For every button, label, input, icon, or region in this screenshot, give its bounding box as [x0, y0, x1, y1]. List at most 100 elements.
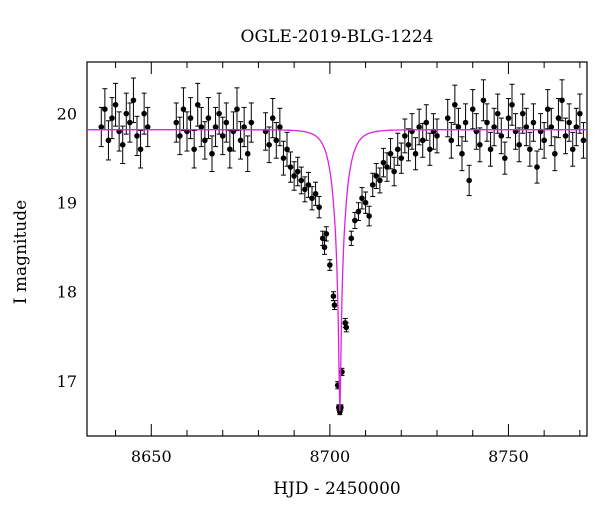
- data-point: [237, 137, 244, 144]
- data-point: [244, 150, 251, 157]
- data-point: [380, 159, 387, 166]
- data-point: [273, 137, 280, 144]
- data-point: [209, 150, 215, 157]
- data-points: [98, 97, 587, 415]
- data-point: [502, 155, 508, 161]
- data-point: [552, 150, 558, 157]
- x-tick-label: 8700: [309, 447, 350, 466]
- data-point: [177, 133, 183, 139]
- data-point: [234, 106, 240, 112]
- data-point: [494, 110, 501, 117]
- data-point: [427, 146, 433, 153]
- model-curve: [87, 129, 587, 412]
- data-point: [573, 124, 580, 130]
- data-point: [555, 115, 562, 121]
- data-point: [112, 101, 119, 108]
- x-tick-label: 8750: [488, 447, 529, 466]
- data-point: [216, 110, 222, 117]
- x-tick-label: 8650: [131, 447, 172, 466]
- data-point: [191, 146, 197, 153]
- data-point: [434, 133, 440, 139]
- data-point: [362, 199, 369, 206]
- axis-ticks: [115, 62, 581, 436]
- data-point: [352, 217, 358, 224]
- data-point: [419, 137, 426, 144]
- data-point: [491, 124, 497, 130]
- data-point: [477, 142, 483, 148]
- plot-frame: [86, 61, 588, 437]
- data-point: [294, 168, 301, 175]
- data-point: [291, 173, 297, 179]
- data-point: [459, 150, 465, 157]
- data-point: [198, 124, 205, 130]
- data-point: [444, 115, 451, 121]
- data-point: [519, 110, 526, 117]
- data-point: [180, 106, 187, 112]
- data-point: [544, 106, 551, 112]
- data-point: [498, 133, 505, 139]
- data-point: [266, 142, 272, 148]
- data-point: [448, 137, 455, 144]
- data-point: [248, 119, 255, 126]
- data-point: [469, 106, 476, 112]
- data-point: [355, 208, 362, 215]
- data-point: [298, 177, 305, 184]
- data-point: [223, 119, 230, 126]
- data-point: [323, 231, 330, 237]
- data-point: [280, 155, 287, 161]
- data-point: [359, 195, 365, 202]
- data-point: [580, 137, 587, 144]
- data-point: [137, 146, 144, 153]
- data-point: [330, 293, 337, 299]
- data-point: [316, 204, 322, 210]
- data-point: [287, 164, 294, 170]
- data-point: [343, 324, 350, 331]
- axis-tick-labels: 8650 8700 8750 17 18 19 20: [57, 105, 529, 466]
- data-point: [134, 133, 140, 139]
- data-point: [241, 124, 247, 130]
- error-bars: [98, 77, 586, 416]
- data-point: [312, 190, 319, 197]
- y-axis-label: I magnitude: [11, 200, 31, 304]
- y-tick-label: 17: [57, 372, 77, 391]
- data-point: [98, 124, 105, 130]
- data-point: [327, 262, 333, 268]
- data-point: [305, 182, 312, 188]
- data-point: [387, 150, 394, 157]
- plot-area: 8650 8700 8750 17 18 19 20: [57, 61, 588, 466]
- data-point: [173, 119, 180, 126]
- data-point: [559, 97, 565, 104]
- data-point: [548, 124, 555, 130]
- data-point: [212, 124, 219, 130]
- data-point: [487, 146, 494, 153]
- data-point: [219, 133, 226, 139]
- data-point: [541, 137, 547, 144]
- data-point: [202, 137, 208, 144]
- data-point: [130, 97, 137, 104]
- data-point: [566, 119, 572, 126]
- data-point: [391, 168, 397, 175]
- data-point: [516, 142, 522, 148]
- data-point: [309, 195, 315, 202]
- data-point: [141, 110, 147, 117]
- data-point: [342, 320, 349, 326]
- data-point: [338, 404, 344, 411]
- data-point: [509, 101, 515, 108]
- data-point: [394, 146, 401, 153]
- data-point: [527, 146, 533, 153]
- data-point: [462, 119, 469, 126]
- data-point: [452, 101, 458, 108]
- data-point: [373, 173, 380, 179]
- data-point: [562, 133, 569, 139]
- data-point: [577, 110, 583, 117]
- data-point: [337, 409, 343, 415]
- y-tick-label: 18: [57, 283, 77, 302]
- data-point: [416, 124, 422, 130]
- y-tick-label: 20: [57, 105, 77, 124]
- data-point: [194, 101, 201, 108]
- data-point: [412, 150, 419, 157]
- data-point: [109, 115, 115, 121]
- data-point: [398, 155, 405, 161]
- data-point: [530, 119, 537, 126]
- data-point: [302, 186, 308, 193]
